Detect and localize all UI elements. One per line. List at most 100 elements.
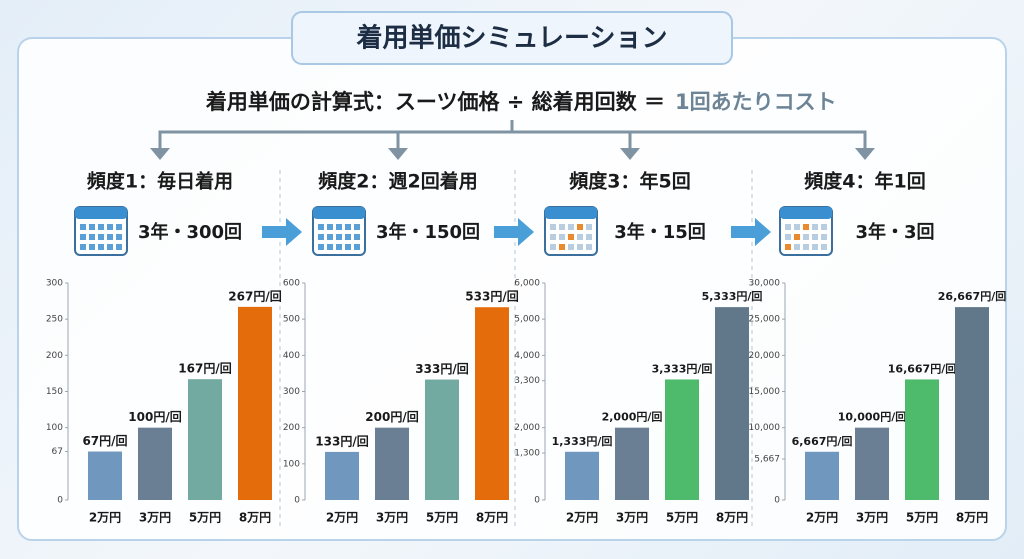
calendar-cell <box>568 234 574 240</box>
y-tick-label: 500 <box>283 315 300 325</box>
calendar-cell <box>89 224 95 230</box>
calendar-cell <box>794 234 800 240</box>
calendar-cell <box>345 224 351 230</box>
calendar-cell <box>336 234 342 240</box>
y-tick-label: 250 <box>46 315 63 325</box>
y-tick-label: 300 <box>46 279 63 289</box>
calendar-cell <box>785 244 791 250</box>
calendar-cell <box>327 244 333 250</box>
calendar-cell <box>812 224 818 230</box>
calendar-cell <box>354 224 360 230</box>
value-label: 16,667円/回 <box>888 361 956 375</box>
chart-subtitle: 3年・300回 <box>138 221 242 243</box>
calendar-cell <box>89 234 95 240</box>
calendar-cell <box>812 244 818 250</box>
chart-subtitle: 3年・150回 <box>376 221 480 243</box>
x-tick-label: 5万円 <box>906 511 938 525</box>
bar <box>138 427 172 500</box>
calendar-cell <box>98 224 104 230</box>
x-tick-label: 8万円 <box>476 511 508 525</box>
y-tick-label: 3,300 <box>514 376 540 386</box>
calendar-cell <box>80 234 86 240</box>
x-tick-label: 2万円 <box>89 511 121 525</box>
formula: 着用単価の計算式：スーツ価格 ÷ 総着用回数 ＝ <box>205 90 665 114</box>
calendar-cell <box>821 234 827 240</box>
calendar-cell <box>116 224 122 230</box>
calendar-cell <box>577 224 583 230</box>
bar <box>715 307 749 500</box>
calendar-cell <box>568 224 574 230</box>
y-tick-label: 200 <box>283 423 300 433</box>
bar <box>375 427 409 500</box>
y-tick-label: 600 <box>283 279 300 289</box>
y-tick-label: 0 <box>57 496 63 506</box>
calendar-cell <box>577 234 583 240</box>
calendar-cell <box>327 234 333 240</box>
calendar-cell <box>794 244 800 250</box>
y-tick-label: 150 <box>46 387 63 397</box>
y-tick-label: 5,000 <box>514 315 540 325</box>
x-tick-label: 2万円 <box>326 511 358 525</box>
calendar-cell <box>107 244 113 250</box>
value-label: 67円/回 <box>82 434 127 448</box>
y-tick-label: 6,000 <box>514 279 540 289</box>
bar <box>325 451 359 500</box>
bar <box>615 427 649 500</box>
x-tick-label: 8万円 <box>239 511 271 525</box>
x-tick-label: 2万円 <box>806 511 838 525</box>
y-tick-label: 300 <box>283 387 300 397</box>
x-tick-label: 8万円 <box>716 511 748 525</box>
y-tick-label: 30,000 <box>749 279 781 289</box>
calendar-cell <box>803 234 809 240</box>
calendar-cell <box>327 224 333 230</box>
calendar-cell <box>794 224 800 230</box>
value-label: 133円/回 <box>315 434 368 448</box>
bar <box>238 306 272 500</box>
connector <box>158 120 867 150</box>
calendar-cell <box>318 244 324 250</box>
calendar-cell <box>336 244 342 250</box>
x-tick-label: 5万円 <box>189 511 221 525</box>
calendar-cell <box>98 244 104 250</box>
chart-title: 頻度1：毎日着用 <box>87 170 233 193</box>
calendar-cell <box>803 224 809 230</box>
page-title: 着用単価シミュレーション <box>356 23 668 54</box>
calendar-cell <box>586 244 592 250</box>
calendar-cell <box>550 224 556 230</box>
y-tick-label: 0 <box>774 496 780 506</box>
value-label: 167円/回 <box>178 362 231 376</box>
calendar-cell <box>803 244 809 250</box>
calendar-cell <box>98 234 104 240</box>
y-tick-label: 200 <box>46 351 63 361</box>
value-label: 333円/回 <box>415 362 468 376</box>
bar <box>475 307 509 500</box>
calendar-cell <box>785 234 791 240</box>
calendar-cell <box>559 244 565 250</box>
chart-title: 頻度2：週2回着用 <box>318 170 477 193</box>
y-tick-label: 1,300 <box>514 448 540 458</box>
bar <box>805 451 839 500</box>
value-label: 2,000円/回 <box>602 410 663 424</box>
calendar-cell <box>568 244 574 250</box>
bar <box>905 379 939 500</box>
calendar-cell <box>550 234 556 240</box>
value-label: 6,667円/回 <box>792 434 853 448</box>
calendar-cell <box>116 234 122 240</box>
calendar-header <box>75 207 127 219</box>
chart-subtitle: 3年・3回 <box>855 221 934 243</box>
y-tick-label: 25,000 <box>749 315 781 325</box>
calendar-cell <box>345 244 351 250</box>
bar <box>955 307 989 500</box>
bar <box>855 427 889 500</box>
value-label: 10,000円/回 <box>838 410 906 424</box>
calendar-cell <box>821 244 827 250</box>
y-tick-label: 100 <box>283 459 300 469</box>
value-label: 5,333円/回 <box>702 289 763 303</box>
value-label: 100円/回 <box>128 410 181 424</box>
bar <box>88 451 122 500</box>
value-label: 533円/回 <box>465 290 518 304</box>
y-tick-label: 5,667 <box>754 455 780 465</box>
calendar-cell <box>550 244 556 250</box>
